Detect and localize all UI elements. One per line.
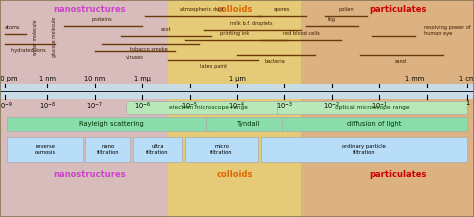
Text: 10$^{-1}$: 10$^{-1}$ xyxy=(371,100,388,112)
Bar xyxy=(0,0,168,217)
Text: diffusion of light: diffusion of light xyxy=(347,121,401,127)
Text: fog: fog xyxy=(328,17,336,22)
Text: particulates: particulates xyxy=(369,170,427,179)
Bar xyxy=(126,101,292,114)
Text: pollen: pollen xyxy=(338,7,354,12)
Text: spores: spores xyxy=(274,7,290,12)
Text: 10 nm: 10 nm xyxy=(84,76,105,82)
Bar xyxy=(7,117,216,131)
Text: reverse
osmosis: reverse osmosis xyxy=(35,144,55,155)
Text: viruses: viruses xyxy=(126,55,144,60)
Bar xyxy=(282,117,467,131)
Bar xyxy=(168,0,301,217)
Text: red blood cells: red blood cells xyxy=(283,31,319,36)
Text: 10$^{-6}$: 10$^{-6}$ xyxy=(134,100,151,112)
Text: bacteria: bacteria xyxy=(264,59,285,64)
Text: printing ink: printing ink xyxy=(220,31,249,36)
Text: milk b.f. droplets: milk b.f. droplets xyxy=(230,21,273,26)
Text: 10$^{-9}$: 10$^{-9}$ xyxy=(0,100,13,112)
Text: ordinary particle
filtration: ordinary particle filtration xyxy=(342,144,386,155)
Text: 10$^{-3}$: 10$^{-3}$ xyxy=(276,100,293,112)
Text: micro
filtration: micro filtration xyxy=(210,144,233,155)
Text: soot: soot xyxy=(161,27,171,32)
Text: proteins: proteins xyxy=(91,17,112,22)
Text: optical microscope range: optical microscope range xyxy=(335,105,410,110)
Text: 1 cm: 1 cm xyxy=(459,76,474,82)
Text: 10$^{-5}$: 10$^{-5}$ xyxy=(181,100,198,112)
Text: 1: 1 xyxy=(465,100,469,107)
Text: electron microscope range: electron microscope range xyxy=(169,105,248,110)
Text: glucose molecule: glucose molecule xyxy=(52,17,57,57)
Bar xyxy=(301,0,474,217)
Text: 10$^{-8}$: 10$^{-8}$ xyxy=(39,100,56,112)
Text: tobacco smoke: tobacco smoke xyxy=(130,47,168,53)
Text: 1 mm: 1 mm xyxy=(405,76,424,82)
Text: 10$^{-4}$: 10$^{-4}$ xyxy=(228,100,246,112)
Text: 100 pm: 100 pm xyxy=(0,76,18,82)
Text: colloids: colloids xyxy=(217,5,253,14)
Text: Tyndall: Tyndall xyxy=(237,121,261,127)
Bar xyxy=(133,137,182,162)
Text: 1 nm: 1 nm xyxy=(39,76,56,82)
Bar xyxy=(85,137,130,162)
Text: 10$^{-7}$: 10$^{-7}$ xyxy=(86,100,103,112)
Bar xyxy=(261,137,467,162)
Text: nano
filtration: nano filtration xyxy=(97,144,119,155)
Text: water molecule: water molecule xyxy=(33,20,38,55)
Text: 1 mμ: 1 mμ xyxy=(134,76,151,82)
Text: colloids: colloids xyxy=(217,170,253,179)
Text: resolving power of
human eye: resolving power of human eye xyxy=(424,25,471,36)
Text: Rayleigh scattering: Rayleigh scattering xyxy=(79,121,144,127)
Text: 1 μm: 1 μm xyxy=(228,76,246,82)
Bar xyxy=(185,137,258,162)
Bar xyxy=(277,101,467,114)
Text: atmospheric dust: atmospheric dust xyxy=(180,7,223,12)
Text: hydrated ions: hydrated ions xyxy=(11,48,46,53)
Text: nanostructures: nanostructures xyxy=(54,5,127,14)
Text: nanostructures: nanostructures xyxy=(54,170,127,179)
Text: atoms: atoms xyxy=(5,25,20,30)
Text: 10$^{-2}$: 10$^{-2}$ xyxy=(323,100,340,112)
Text: particulates: particulates xyxy=(369,5,427,14)
Bar xyxy=(206,117,292,131)
Text: ultra
filtration: ultra filtration xyxy=(146,144,169,155)
Bar xyxy=(7,137,83,162)
Text: sand: sand xyxy=(394,59,407,64)
Bar xyxy=(0,84,474,99)
Text: latex paint: latex paint xyxy=(200,64,227,69)
